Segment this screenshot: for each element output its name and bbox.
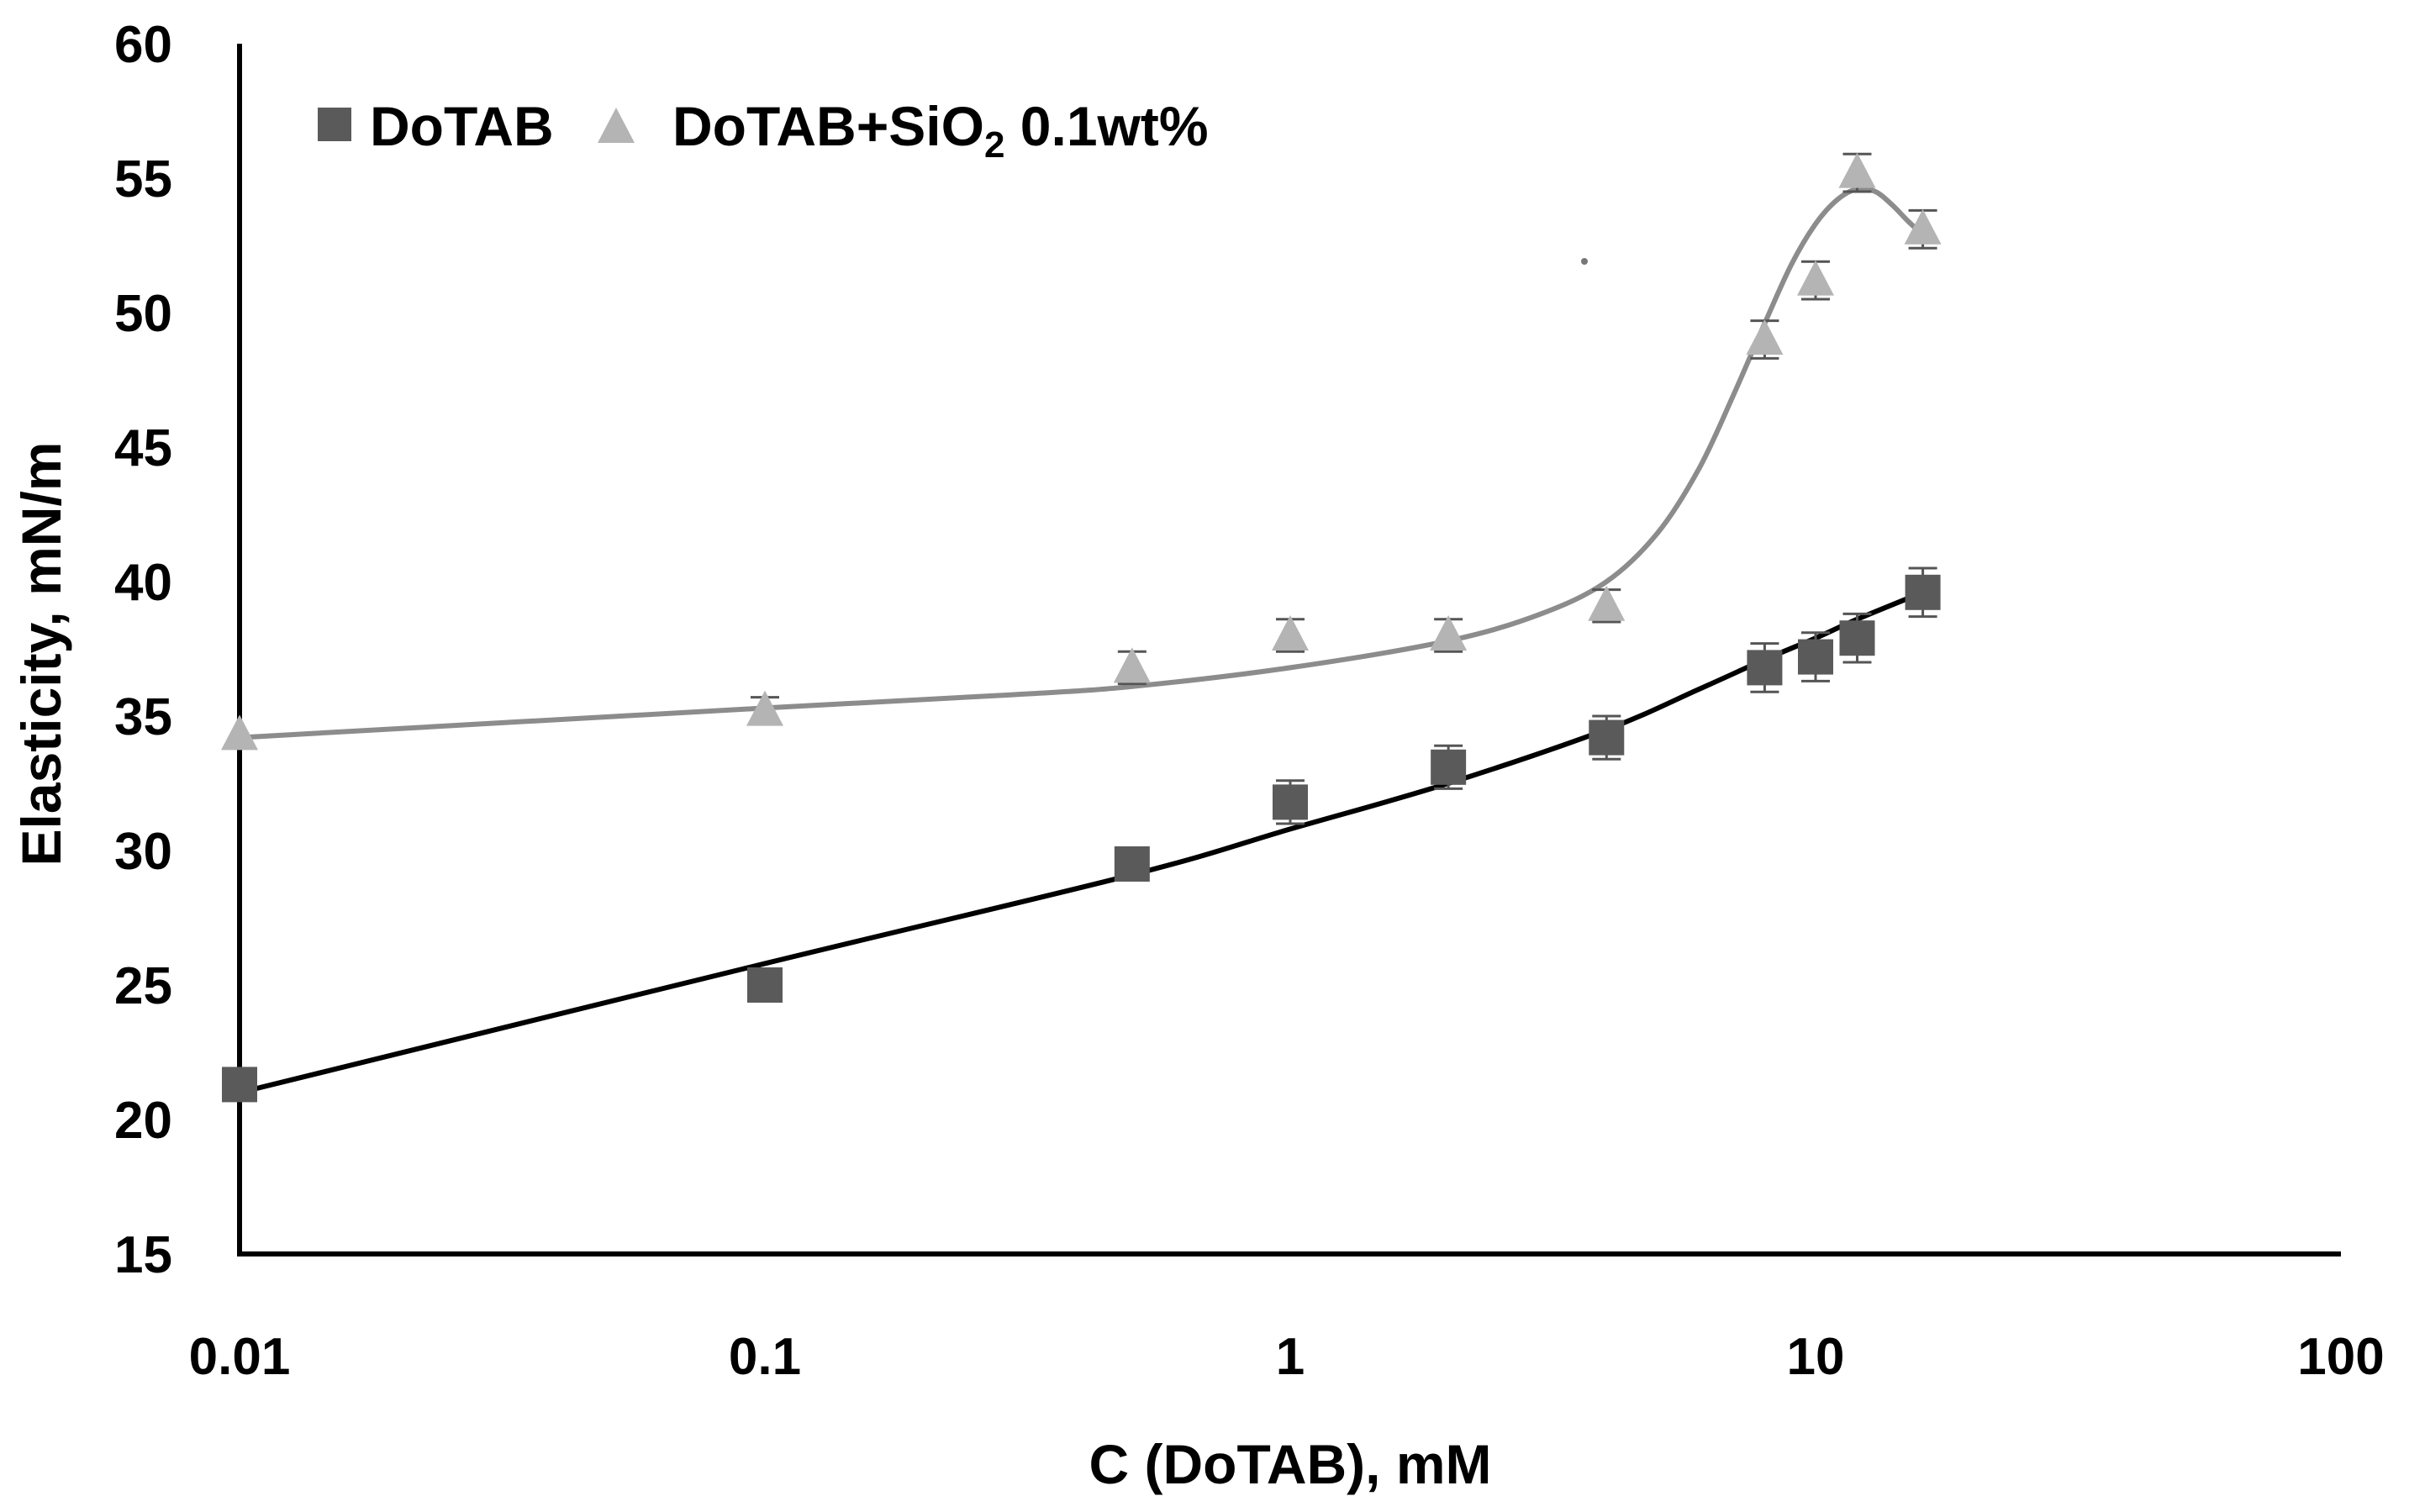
x-tick-label: 1	[1276, 1328, 1305, 1386]
data-point-square	[1273, 784, 1308, 820]
y-tick-label: 35	[114, 688, 172, 746]
legend-label-dotab-sio2: DoTAB+SiO2 0.1wt%	[672, 95, 1209, 166]
y-tick-labels: 15 20 25 30 35 40 45 50 55 60	[114, 16, 172, 1284]
stray-dot	[1581, 258, 1588, 265]
y-tick-label: 15	[114, 1226, 172, 1284]
y-tick-label: 55	[114, 150, 172, 208]
data-point-triangle	[1430, 615, 1468, 651]
y-tick-label: 30	[114, 823, 172, 881]
trend-line	[239, 186, 1925, 740]
data-point-triangle	[1113, 647, 1151, 683]
data-point-square	[222, 1067, 257, 1103]
series-layer	[221, 152, 1942, 1103]
data-point-triangle	[1588, 585, 1626, 621]
data-point-triangle	[1838, 152, 1876, 188]
data-point-square	[1839, 620, 1875, 656]
trend-line	[239, 590, 1924, 1095]
data-point-square	[747, 967, 783, 1003]
x-tick-label: 10	[1787, 1328, 1845, 1386]
series-dotab-sio2	[221, 152, 1942, 751]
data-point-triangle	[1904, 208, 1942, 245]
data-point-triangle	[746, 690, 783, 726]
legend-label-subscript: 2	[984, 124, 1004, 166]
y-tick-label: 50	[114, 285, 172, 343]
data-point-square	[1747, 650, 1783, 686]
data-point-square	[1589, 719, 1625, 756]
data-point-square	[1905, 574, 1941, 610]
series-dotab	[222, 566, 1941, 1103]
x-axis-title: C (DoTAB), mM	[1089, 1433, 1491, 1495]
y-tick-label: 45	[114, 419, 172, 477]
x-tick-label: 0.1	[729, 1328, 801, 1386]
y-tick-label: 60	[114, 16, 172, 74]
y-tick-label: 25	[114, 957, 172, 1015]
x-tick-label: 100	[2297, 1328, 2384, 1386]
axes	[237, 44, 2341, 1256]
data-point-triangle	[1746, 319, 1784, 355]
data-point-square	[1798, 639, 1833, 675]
legend: DoTAB DoTAB+SiO2 0.1wt%	[318, 95, 1209, 166]
data-point-square	[1431, 749, 1467, 785]
legend-marker-square	[318, 108, 351, 141]
x-tick-label: 0.01	[189, 1328, 291, 1386]
legend-label-tail: 0.1wt%	[1004, 95, 1208, 157]
y-axis-title: Elasticity, mN/m	[10, 442, 72, 867]
legend-label-dotab: DoTAB	[370, 95, 554, 157]
data-point-triangle	[1797, 260, 1834, 296]
y-tick-label: 40	[114, 554, 172, 612]
x-tick-labels: 0.01 0.1 1 10 100	[189, 1328, 2385, 1386]
data-point-square	[1114, 846, 1150, 882]
legend-label-main: DoTAB+SiO	[672, 95, 984, 157]
data-point-triangle	[221, 714, 258, 751]
legend-marker-triangle	[598, 108, 635, 143]
y-tick-label: 20	[114, 1092, 172, 1150]
data-point-triangle	[1272, 615, 1309, 651]
